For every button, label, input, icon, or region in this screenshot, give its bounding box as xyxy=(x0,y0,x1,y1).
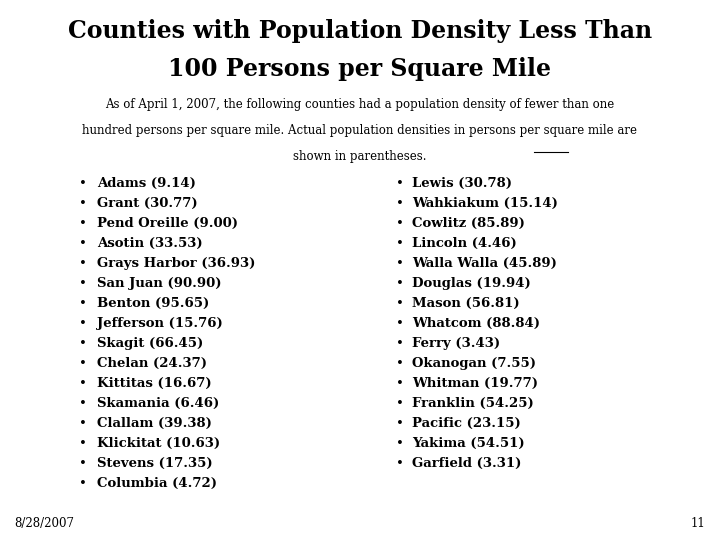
Text: •: • xyxy=(396,457,403,470)
Text: Ferry (3.43): Ferry (3.43) xyxy=(412,337,500,350)
Text: Whitman (19.77): Whitman (19.77) xyxy=(412,377,538,390)
Text: Columbia (4.72): Columbia (4.72) xyxy=(97,477,217,490)
Text: Chelan (24.37): Chelan (24.37) xyxy=(97,357,207,370)
Text: •: • xyxy=(79,277,86,290)
Text: Yakima (54.51): Yakima (54.51) xyxy=(412,437,524,450)
Text: •: • xyxy=(79,257,86,270)
Text: •: • xyxy=(79,357,86,370)
Text: Grant (30.77): Grant (30.77) xyxy=(97,197,198,210)
Text: Benton (95.65): Benton (95.65) xyxy=(97,297,210,310)
Text: •: • xyxy=(79,217,86,230)
Text: Walla Walla (45.89): Walla Walla (45.89) xyxy=(412,257,557,270)
Text: •: • xyxy=(79,477,86,490)
Text: •: • xyxy=(396,177,403,190)
Text: Adams (9.14): Adams (9.14) xyxy=(97,177,196,190)
Text: •: • xyxy=(396,197,403,210)
Text: Clallam (39.38): Clallam (39.38) xyxy=(97,417,212,430)
Text: •: • xyxy=(396,257,403,270)
Text: •: • xyxy=(396,217,403,230)
Text: •: • xyxy=(396,337,403,350)
Text: •: • xyxy=(79,177,86,190)
Text: shown in parentheses.: shown in parentheses. xyxy=(293,150,427,163)
Text: •: • xyxy=(396,417,403,430)
Text: Jefferson (15.76): Jefferson (15.76) xyxy=(97,317,223,330)
Text: •: • xyxy=(396,437,403,450)
Text: •: • xyxy=(79,317,86,330)
Text: •: • xyxy=(79,397,86,410)
Text: •: • xyxy=(79,457,86,470)
Text: •: • xyxy=(396,297,403,310)
Text: •: • xyxy=(396,377,403,390)
Text: •: • xyxy=(396,357,403,370)
Text: •: • xyxy=(79,337,86,350)
Text: As of April 1, 2007, the following counties had a population density of fewer th: As of April 1, 2007, the following count… xyxy=(105,98,615,111)
Text: Cowlitz (85.89): Cowlitz (85.89) xyxy=(412,217,525,230)
Text: Mason (56.81): Mason (56.81) xyxy=(412,297,519,310)
Text: •: • xyxy=(79,437,86,450)
Text: Whatcom (88.84): Whatcom (88.84) xyxy=(412,317,540,330)
Text: •: • xyxy=(79,237,86,250)
Text: San Juan (90.90): San Juan (90.90) xyxy=(97,277,222,290)
Text: •: • xyxy=(79,197,86,210)
Text: Skagit (66.45): Skagit (66.45) xyxy=(97,337,204,350)
Text: Franklin (54.25): Franklin (54.25) xyxy=(412,397,534,410)
Text: 8/28/2007: 8/28/2007 xyxy=(14,517,74,530)
Text: •: • xyxy=(79,297,86,310)
Text: Pacific (23.15): Pacific (23.15) xyxy=(412,417,521,430)
Text: Grays Harbor (36.93): Grays Harbor (36.93) xyxy=(97,257,256,270)
Text: Okanogan (7.55): Okanogan (7.55) xyxy=(412,357,536,370)
Text: Counties with Population Density Less Than: Counties with Population Density Less Th… xyxy=(68,19,652,43)
Text: Klickitat (10.63): Klickitat (10.63) xyxy=(97,437,220,450)
Text: Douglas (19.94): Douglas (19.94) xyxy=(412,277,531,290)
Text: Pend Oreille (9.00): Pend Oreille (9.00) xyxy=(97,217,238,230)
Text: Stevens (17.35): Stevens (17.35) xyxy=(97,457,213,470)
Text: •: • xyxy=(396,317,403,330)
Text: Lewis (30.78): Lewis (30.78) xyxy=(412,177,512,190)
Text: •: • xyxy=(396,277,403,290)
Text: •: • xyxy=(79,377,86,390)
Text: Asotin (33.53): Asotin (33.53) xyxy=(97,237,203,250)
Text: 11: 11 xyxy=(691,517,706,530)
Text: Kittitas (16.67): Kittitas (16.67) xyxy=(97,377,212,390)
Text: hundred persons per square mile. Actual population densities in persons per squa: hundred persons per square mile. Actual … xyxy=(83,124,637,137)
Text: Wahkiakum (15.14): Wahkiakum (15.14) xyxy=(412,197,558,210)
Text: •: • xyxy=(79,417,86,430)
Text: Garfield (3.31): Garfield (3.31) xyxy=(412,457,521,470)
Text: Lincoln (4.46): Lincoln (4.46) xyxy=(412,237,516,250)
Text: •: • xyxy=(396,397,403,410)
Text: •: • xyxy=(396,237,403,250)
Text: Skamania (6.46): Skamania (6.46) xyxy=(97,397,220,410)
Text: 100 Persons per Square Mile: 100 Persons per Square Mile xyxy=(168,57,552,80)
